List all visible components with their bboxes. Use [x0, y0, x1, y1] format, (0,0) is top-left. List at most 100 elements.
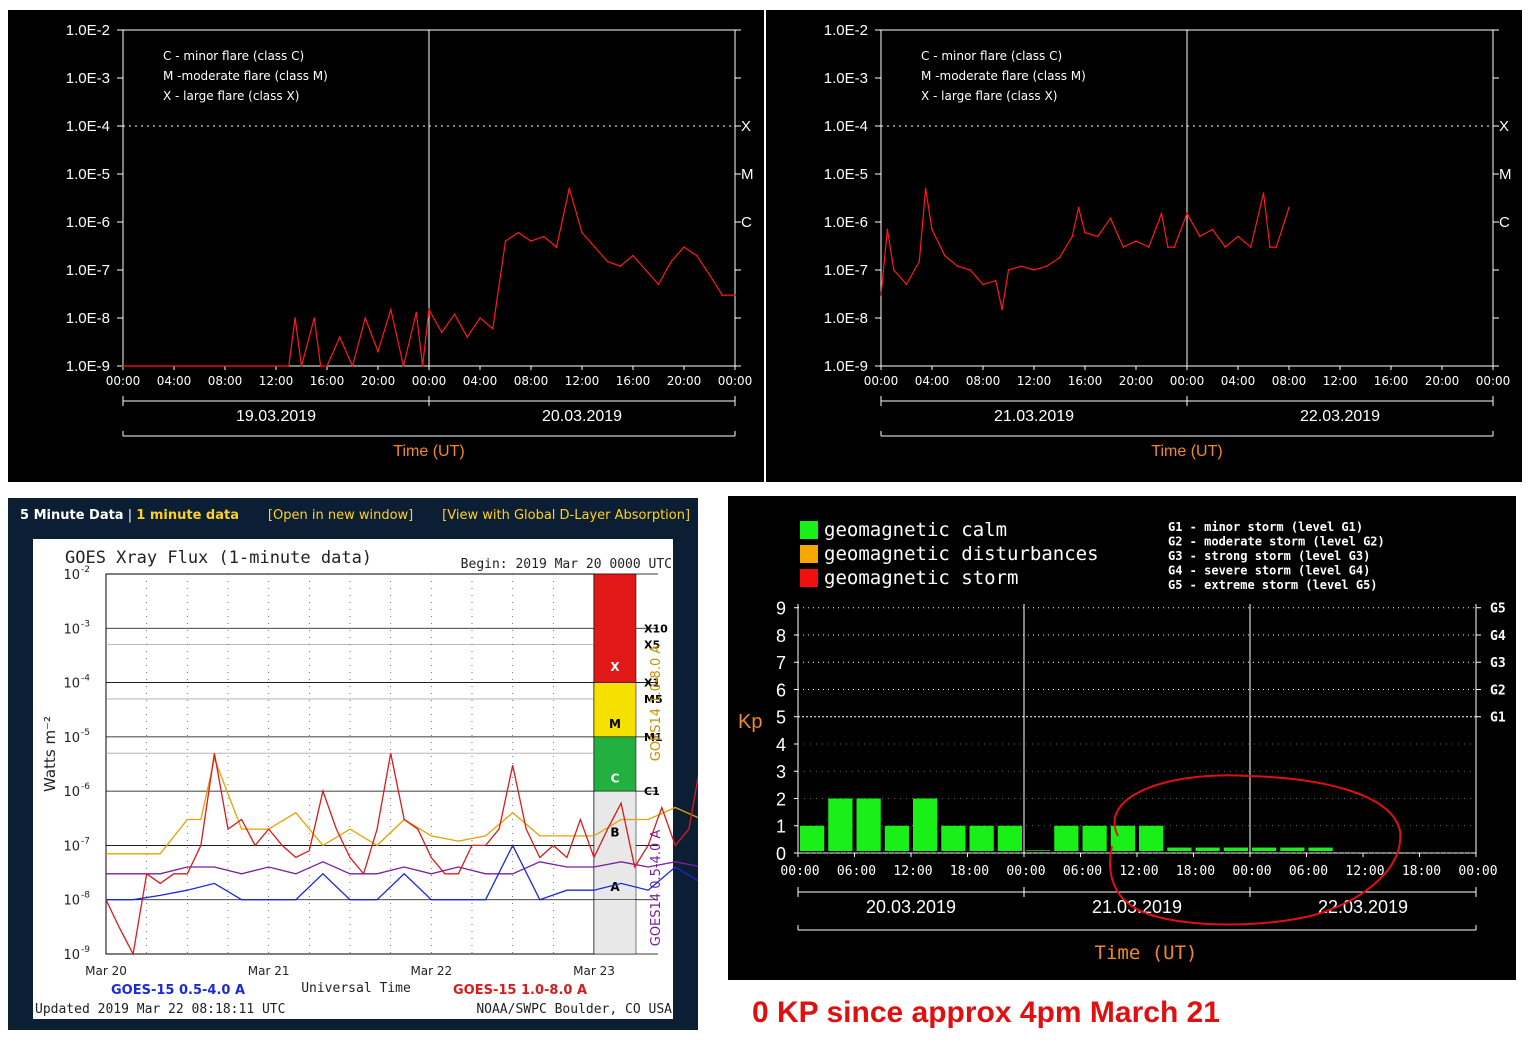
kp-legend-swatch — [800, 521, 818, 539]
x-tick-label: 08:00 — [514, 374, 549, 388]
x-tick-label: 04:00 — [915, 374, 950, 388]
flare-class-band — [593, 573, 637, 683]
kp-bar — [828, 798, 853, 851]
y-tick-label: 1.0E-5 — [824, 166, 868, 183]
xray-flux-point — [1224, 246, 1227, 248]
xray-flux-point — [632, 254, 634, 257]
kp-x-axis-title: Time (UT) — [1095, 942, 1198, 964]
xray-flux-point — [969, 269, 972, 271]
y-tick-label: 1.0E-2 — [824, 22, 868, 39]
xray-flux-point — [886, 228, 889, 231]
flare-class-legend: M -moderate flare (class M) — [163, 69, 328, 83]
goes-class-tick-label: X10 — [644, 622, 668, 635]
kp-bar — [997, 825, 1022, 851]
x-tick-label: 08:00 — [1272, 374, 1307, 388]
y-tick-label: 1.0E-6 — [66, 214, 110, 231]
xray-flux-point — [606, 260, 609, 263]
xray-flux-chart-19-20-march: 1.0E-2 1.0E-3 1.0E-4 1.0E-5 1.0E-6 1.0E-7 1.0E… — [8, 10, 764, 482]
xray-flux-point — [1071, 235, 1074, 238]
xray-flux-point — [956, 265, 959, 267]
x-tick-label: 20:00 — [667, 374, 702, 388]
x-tick-label: 12:00 — [259, 374, 294, 388]
one-minute-data-link[interactable]: 1 minute data — [136, 508, 239, 523]
goes-y-axis-title: Watts m⁻² — [41, 716, 59, 792]
storm-level-legend: G4 - severe storm (level G4) — [1168, 564, 1370, 578]
kp-x-tick-label: 00:00 — [1458, 864, 1497, 879]
xray-flux-point — [1135, 240, 1137, 242]
goes-y-tick-label: 10 — [63, 677, 80, 692]
kp-x-tick-label: 06:00 — [1289, 864, 1328, 879]
xray-flux-point — [338, 336, 341, 338]
kp-bar — [1026, 850, 1051, 851]
xray-flux-point — [1269, 246, 1271, 248]
g-level-label: G2 — [1490, 683, 1506, 698]
x-tick-label: 00:00 — [1476, 374, 1511, 388]
goes-xray-plot: GOES Xray Flux (1-minute data) Begin: 201… — [33, 539, 698, 1019]
y-tick-label: 1.0E-8 — [824, 310, 868, 327]
kp-bar — [1252, 847, 1277, 851]
kp-bar — [1082, 825, 1107, 851]
kp-legend-label: geomagnetic calm — [824, 519, 1007, 541]
xray-flux-point — [1077, 206, 1080, 209]
xray-flux-point — [1198, 235, 1201, 238]
flare-class-legend: M -moderate flare (class M) — [921, 69, 1086, 83]
open-new-window-link[interactable]: [Open in new window] — [267, 508, 414, 523]
x-axis-title: Time (UT) — [1151, 443, 1222, 460]
kp-bar — [1110, 825, 1135, 851]
flare-class-label: C — [741, 214, 752, 231]
x-tick-label: 00:00 — [1170, 374, 1205, 388]
x-tick-label: 12:00 — [1323, 374, 1358, 388]
xray-flux-point — [982, 283, 984, 286]
goes-x-tick-label: Mar 23 — [573, 964, 615, 978]
xray-flux-point — [994, 279, 997, 282]
goes-flux-line — [105, 753, 698, 957]
y-tick-label: 1.0E-8 — [66, 310, 110, 327]
kp-x-tick-label: 12:00 — [1119, 864, 1158, 879]
goes-class-tick-label: M1 — [644, 731, 663, 744]
xray-flux-point — [1186, 212, 1188, 215]
kp-bar — [1308, 847, 1333, 851]
x-tick-label: 16:00 — [1068, 374, 1103, 388]
kp-x-tick-label: 18:00 — [950, 864, 989, 879]
xray-flux-point — [364, 317, 367, 319]
xray-flux-point — [287, 365, 290, 367]
xray-flux-point — [453, 313, 456, 315]
five-minute-data-label: 5 Minute Data — [20, 508, 124, 523]
goes-flux-line — [106, 756, 698, 855]
goes-data-links: 5 Minute Data | 1 minute data [Open in n… — [20, 508, 690, 523]
xray-flux-point — [319, 365, 322, 367]
xray-flux-point — [1160, 212, 1163, 215]
xray-flux-point — [880, 294, 882, 296]
xray-flux-point — [1147, 246, 1150, 248]
x-tick-label: 16:00 — [1374, 374, 1409, 388]
y-tick-label: 1.0E-3 — [66, 70, 110, 87]
goes-y-tick-exponent: -3 — [81, 619, 90, 629]
xray-flux-point — [721, 294, 724, 296]
goes-flux-line — [106, 843, 698, 901]
x-tick-label: 00:00 — [864, 374, 899, 388]
goes-y-tick-exponent: -8 — [81, 891, 90, 901]
goes-y-tick-label: 10 — [63, 948, 80, 963]
xray-flux-point — [440, 331, 443, 334]
goes-x-tick-label: Mar 20 — [85, 964, 127, 978]
kp-x-tick-label: 18:00 — [1176, 864, 1215, 879]
xray-flux-point — [294, 317, 296, 319]
kp-bar — [856, 798, 881, 851]
flare-class-legend: C - minor flare (class C) — [921, 49, 1062, 63]
d-layer-absorption-link[interactable]: [View with Global D-Layer Absorption] — [442, 508, 691, 523]
kp-y-tick-label: 5 — [776, 708, 786, 728]
kp-date-label: 22.03.2019 — [1318, 897, 1408, 917]
xray-flux-point — [931, 228, 933, 231]
flare-class-band — [593, 790, 637, 900]
kp-bar — [1167, 847, 1192, 851]
y-tick-label: 1.0E-4 — [824, 118, 868, 135]
y-tick-label: 1.0E-2 — [66, 22, 110, 39]
xray-flux-point — [905, 283, 908, 286]
kp-index-chart: geomagnetic calm geomagnetic disturbances… — [728, 496, 1516, 980]
kp-bar — [1139, 825, 1164, 851]
xray-flux-point — [1084, 231, 1086, 234]
storm-level-legend: G1 - minor storm (level G1) — [1168, 520, 1363, 534]
xray-flux-point — [657, 283, 660, 286]
flare-class-band-label: X — [610, 660, 620, 674]
legend-goes15-short: GOES-15 0.5-4.0 A — [111, 983, 245, 998]
